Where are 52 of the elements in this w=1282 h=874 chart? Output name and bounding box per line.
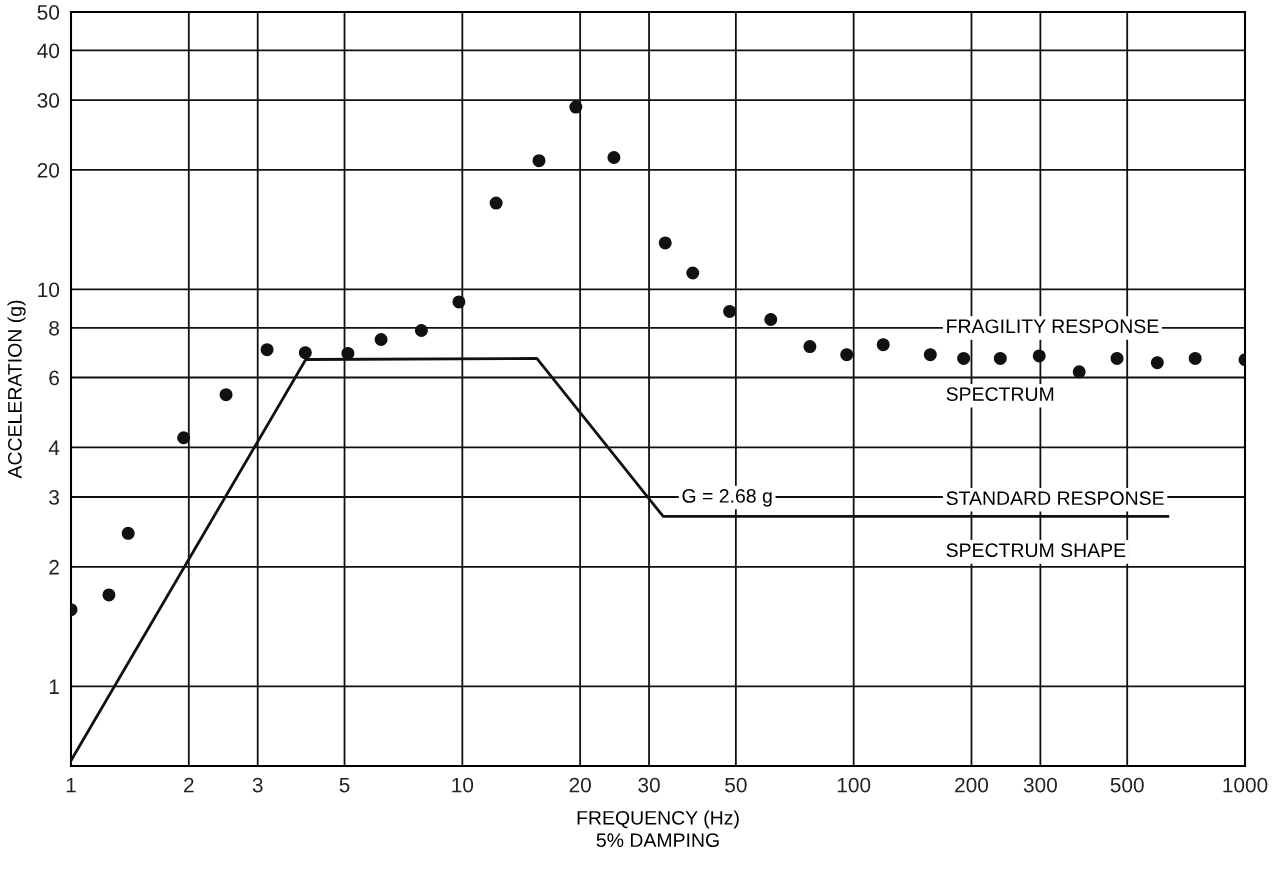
annotation: G = 2.68 g bbox=[682, 489, 772, 507]
point bbox=[414, 324, 428, 338]
y-tick-label: 30 bbox=[37, 93, 60, 108]
point bbox=[1072, 365, 1086, 379]
point bbox=[1110, 351, 1124, 365]
annotation: STANDARD RESPONSE bbox=[946, 491, 1164, 506]
point bbox=[260, 343, 274, 357]
x-tick-label: 50 bbox=[725, 777, 747, 793]
x-tick-label: 300 bbox=[1023, 777, 1057, 793]
point bbox=[803, 340, 817, 354]
point bbox=[993, 351, 1007, 365]
point bbox=[957, 351, 971, 365]
x-tick-label: 500 bbox=[1110, 777, 1144, 793]
annotation: SPECTRUM bbox=[946, 387, 1054, 402]
point bbox=[1032, 349, 1046, 363]
point bbox=[219, 388, 233, 402]
y-tick-label: 6 bbox=[49, 370, 59, 386]
point bbox=[374, 332, 388, 346]
point bbox=[840, 348, 854, 362]
y-tick-label: 20 bbox=[37, 162, 60, 178]
point bbox=[452, 295, 466, 309]
y-tick-label: 10 bbox=[38, 282, 60, 298]
x-tick-label: 1000 bbox=[1223, 777, 1268, 793]
x-axis-title: FREQUENCY (Hz) 5% DAMPING bbox=[577, 810, 739, 848]
x-tick-label: 20 bbox=[569, 777, 591, 793]
y-tick-label: 1 bbox=[49, 679, 59, 694]
y-axis-title: ACCELERATION (g) bbox=[7, 300, 26, 479]
x-tick-label: 5 bbox=[339, 777, 350, 793]
x-tick-label: 2 bbox=[184, 777, 194, 793]
y-tick-label: 40 bbox=[37, 43, 60, 59]
point bbox=[298, 346, 312, 360]
point bbox=[1150, 356, 1164, 370]
y-tick-label: 50 bbox=[37, 5, 60, 20]
y-tick-label: 2 bbox=[49, 559, 59, 575]
point bbox=[723, 304, 737, 318]
y-tick-label: 3 bbox=[49, 489, 59, 505]
annotation: FRAGILITY RESPONSE bbox=[947, 319, 1159, 334]
x-tick-label: 3 bbox=[252, 777, 263, 793]
point bbox=[686, 266, 700, 280]
x-tick-label: 30 bbox=[638, 777, 660, 793]
annotation: SPECTRUM SHAPE bbox=[946, 543, 1126, 558]
x-tick-label: 1 bbox=[66, 777, 76, 793]
point bbox=[607, 150, 621, 164]
x-tick-label: 100 bbox=[837, 777, 871, 793]
y-tick-label: 8 bbox=[49, 320, 59, 336]
x-tick-label: 10 bbox=[452, 777, 474, 793]
point bbox=[102, 588, 116, 602]
point bbox=[569, 100, 583, 114]
y-tick-label: 4 bbox=[48, 440, 60, 455]
x-tick-label: 200 bbox=[955, 777, 989, 793]
point bbox=[1188, 351, 1202, 365]
point bbox=[764, 312, 778, 326]
